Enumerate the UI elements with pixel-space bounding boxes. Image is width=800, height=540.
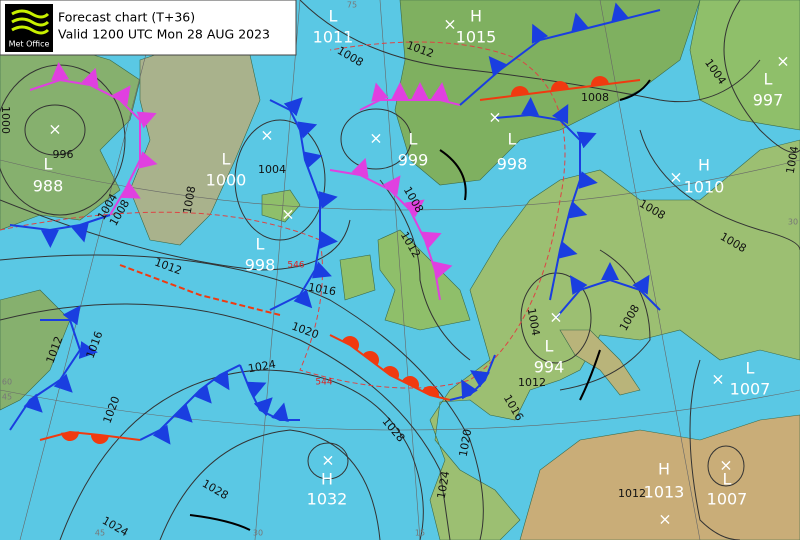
center-pressure: 1011 bbox=[313, 28, 354, 47]
thickness-label: 546 bbox=[287, 261, 304, 271]
grid-label: 45 bbox=[2, 393, 12, 402]
center-cross: × bbox=[669, 168, 682, 187]
fronts bbox=[9, 2, 661, 531]
isobar-label: 1012 bbox=[618, 487, 646, 500]
logo-waves bbox=[11, 9, 50, 35]
center-cross: × bbox=[260, 126, 273, 145]
center-pressure: 1015 bbox=[456, 28, 497, 47]
isobar-label: 1008 bbox=[181, 185, 199, 215]
center-type: H bbox=[658, 460, 670, 479]
center-cross: × bbox=[48, 120, 61, 139]
center-pressure: 1010 bbox=[684, 178, 725, 197]
center-type: L bbox=[256, 235, 265, 254]
isobar-label: 1016 bbox=[307, 281, 337, 299]
thickness-label: 544 bbox=[315, 378, 332, 388]
center-cross: × bbox=[321, 451, 334, 470]
isobar-label: 1004 bbox=[784, 145, 800, 175]
grid-label: 30 bbox=[253, 529, 263, 538]
center-cross: × bbox=[488, 108, 501, 127]
isobar-label: 1012 bbox=[518, 376, 546, 389]
center-type: L bbox=[746, 359, 755, 378]
center-cross: × bbox=[776, 52, 789, 71]
center-type: H bbox=[321, 470, 333, 489]
center-cross: × bbox=[369, 129, 382, 148]
center-type: H bbox=[698, 156, 710, 175]
center-type: L bbox=[329, 7, 338, 26]
center-type: L bbox=[222, 150, 231, 169]
center-pressure: 999 bbox=[398, 151, 429, 170]
center-pressure: 1032 bbox=[307, 490, 348, 509]
grid-label: 30 bbox=[788, 218, 798, 227]
isobar-label: 1004 bbox=[525, 307, 543, 337]
center-cross: × bbox=[711, 370, 724, 389]
isobar-label: 1020 bbox=[457, 428, 475, 458]
center-type: L bbox=[508, 130, 517, 149]
grid-label: 45 bbox=[95, 529, 105, 538]
center-pressure: 988 bbox=[33, 177, 64, 196]
center-pressure: 1007 bbox=[730, 380, 771, 399]
center-cross: × bbox=[281, 205, 294, 224]
isobar-label: 1024 bbox=[247, 358, 277, 376]
center-type: L bbox=[764, 70, 773, 89]
grid-label: 15 bbox=[415, 529, 425, 538]
isobar-label: 1004 bbox=[258, 163, 286, 176]
center-type: L bbox=[409, 130, 418, 149]
center-type: L bbox=[545, 337, 554, 356]
center-pressure: 998 bbox=[497, 155, 528, 174]
center-pressure: 997 bbox=[753, 91, 784, 110]
valid-time: Valid 1200 UTC Mon 28 AUG 2023 bbox=[58, 27, 270, 42]
center-cross: × bbox=[443, 15, 456, 34]
center-pressure: 1000 bbox=[206, 171, 247, 190]
grid-label: 60 bbox=[2, 378, 12, 387]
center-type: L bbox=[723, 470, 732, 489]
center-pressure: 1013 bbox=[644, 483, 685, 502]
isobar-label: 1008 bbox=[581, 91, 609, 104]
center-pressure: 998 bbox=[245, 256, 276, 275]
isobar-label: 996 bbox=[53, 148, 74, 161]
center-pressure: 1007 bbox=[707, 490, 748, 509]
logo-text: Met Office bbox=[9, 40, 50, 49]
isobar-label: 1024 bbox=[435, 470, 453, 500]
center-type: H bbox=[470, 7, 482, 26]
title: Forecast chart (T+36) bbox=[58, 10, 195, 25]
center-pressure: 994 bbox=[534, 358, 565, 377]
header: Met Office Forecast chart (T+36) Valid 1… bbox=[0, 0, 297, 56]
grid-label: 75 bbox=[347, 1, 357, 10]
center-cross: × bbox=[658, 510, 671, 529]
center-type: L bbox=[44, 155, 53, 174]
center-cross: × bbox=[549, 308, 562, 327]
isobar-label: 1000 bbox=[0, 106, 12, 134]
center-cross: × bbox=[719, 456, 732, 475]
